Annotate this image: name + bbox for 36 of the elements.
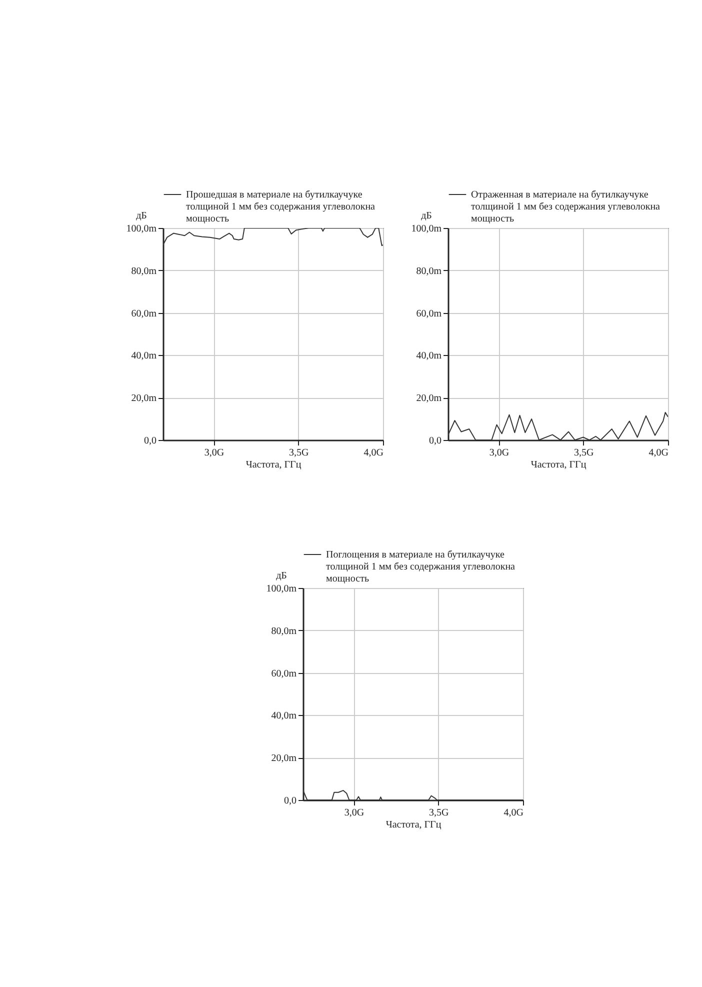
- x-axis-title: Частота, ГГц: [246, 460, 302, 470]
- y-tick-label: 80,0m: [416, 266, 442, 277]
- x-axis-title: Частота, ГГц: [530, 460, 587, 470]
- x-tick-label: 3,5G: [289, 448, 309, 458]
- x-tick-label: 4,0G: [648, 448, 668, 458]
- y-tick-label: 80,0m: [271, 626, 297, 637]
- y-tick-label: 100,0m: [411, 224, 442, 234]
- y-axis-title: дБ: [136, 210, 148, 222]
- x-tick-label: 4,0G: [364, 448, 384, 458]
- x-tick-label: 3,0G: [344, 808, 364, 818]
- x-axis-title: Частота, ГГц: [386, 820, 442, 830]
- y-axis-title: дБ: [421, 210, 432, 222]
- y-tick-label: 0,0: [144, 436, 156, 446]
- y-tick-label: 80,0m: [131, 266, 157, 277]
- y-tick-label: 20,0m: [131, 393, 157, 404]
- y-tick-label: 0,0: [284, 796, 296, 806]
- y-tick-label: 60,0m: [416, 308, 442, 320]
- y-tick-label: 20,0m: [416, 393, 442, 404]
- x-tick-label: 3,5G: [574, 448, 594, 458]
- y-tick-label: 20,0m: [271, 753, 297, 764]
- y-tick-label: 60,0m: [271, 668, 297, 680]
- x-tick-label: 3,0G: [489, 448, 510, 458]
- y-axis-title: дБ: [276, 570, 288, 582]
- y-tick-label: 100,0m: [266, 584, 297, 594]
- y-tick-label: 100,0m: [126, 224, 157, 234]
- y-tick-label: 60,0m: [131, 308, 157, 320]
- y-tick-label: 0,0: [429, 436, 442, 446]
- y-tick-label: 40,0m: [271, 710, 297, 722]
- x-tick-label: 4,0G: [504, 808, 524, 818]
- x-tick-label: 3,0G: [204, 448, 224, 458]
- legend-label: Отраженная в материале на бутилкаучуке толщиной 1 мм без содержания углеволокна мощность: [471, 190, 661, 224]
- y-tick-label: 40,0m: [131, 350, 157, 362]
- legend-label: Поглощения в материале на бутилкаучуке толщиной 1 мм без содержания углеволокна мощность: [326, 550, 516, 584]
- legend-label: Прошедшая в материале на бутилкаучуке толщиной 1 мм без содержания углеволокна мощность: [186, 190, 376, 224]
- x-tick-label: 3,5G: [429, 808, 449, 818]
- y-tick-label: 40,0m: [416, 350, 442, 362]
